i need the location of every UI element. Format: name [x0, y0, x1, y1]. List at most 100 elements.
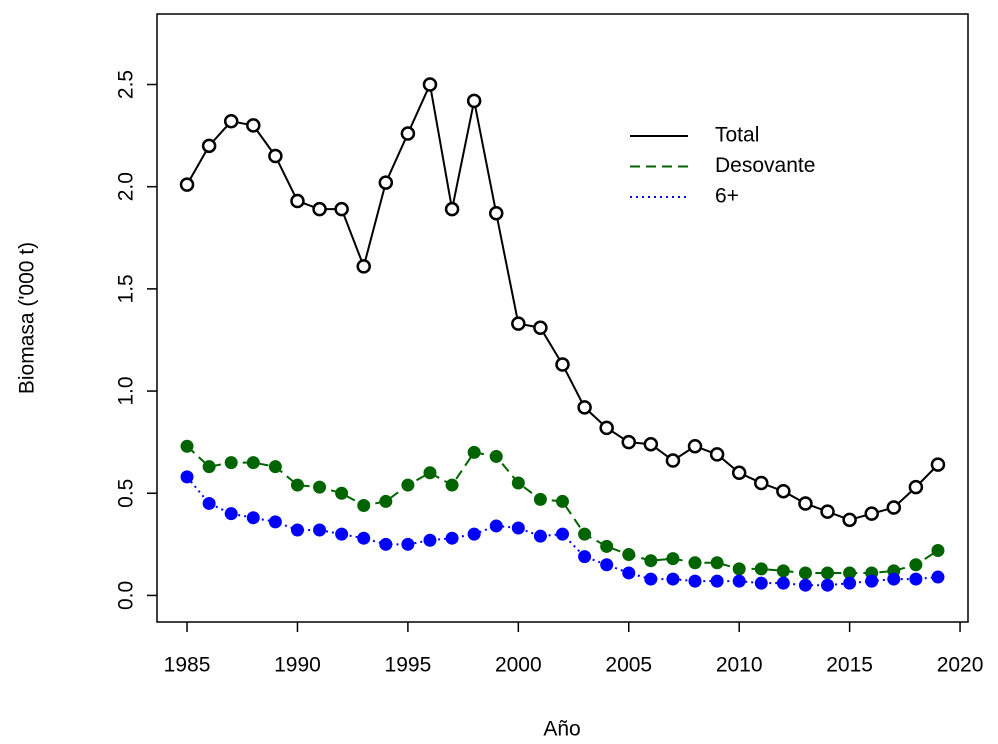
data-point	[444, 201, 460, 217]
data-point	[821, 566, 835, 580]
legend-label: 6+	[715, 185, 739, 208]
data-point	[357, 531, 371, 545]
data-point	[290, 478, 304, 492]
data-point	[533, 320, 548, 335]
x-tick-label: 2020	[937, 654, 984, 677]
y-tick-label: 2.0	[115, 172, 138, 201]
data-point	[224, 507, 238, 521]
data-point	[488, 206, 504, 221]
data-point	[688, 556, 702, 570]
data-point	[334, 201, 349, 217]
data-point	[379, 494, 393, 508]
data-point	[622, 566, 636, 580]
data-point	[223, 114, 239, 129]
data-point	[644, 572, 658, 586]
data-point	[798, 566, 812, 580]
data-point	[732, 562, 746, 576]
y-tick-label: 0.5	[115, 479, 138, 508]
data-point	[400, 126, 416, 141]
series-line	[186, 81, 939, 521]
data-point	[335, 486, 349, 500]
data-point	[423, 466, 437, 480]
data-point	[401, 478, 415, 492]
data-point	[356, 259, 371, 274]
data-point	[556, 527, 569, 541]
data-point	[246, 456, 260, 470]
data-point	[600, 558, 614, 572]
data-point	[445, 531, 459, 545]
data-point	[379, 537, 393, 551]
data-point	[687, 438, 703, 454]
data-point	[202, 496, 216, 510]
x-tick-label: 2015	[826, 654, 873, 677]
x-axis-label: Año	[543, 718, 580, 741]
y-tick-label: 1.0	[115, 376, 138, 405]
data-point	[246, 511, 260, 525]
legend-label: Total	[715, 124, 759, 147]
data-point	[511, 521, 525, 535]
data-point	[666, 552, 680, 566]
legend-label: Desovante	[715, 154, 815, 177]
data-point	[754, 576, 768, 590]
data-point	[378, 175, 394, 190]
data-point	[268, 148, 283, 164]
plot-box	[156, 13, 969, 623]
data-point	[754, 562, 768, 576]
x-tick-label: 1985	[164, 654, 211, 677]
data-point	[246, 118, 261, 133]
data-point	[445, 478, 459, 492]
data-point	[489, 519, 503, 533]
y-tick-label: 0.0	[115, 581, 138, 610]
data-point	[908, 479, 924, 495]
data-point	[798, 578, 812, 592]
data-point	[931, 570, 945, 584]
data-point	[665, 453, 681, 468]
data-point	[555, 357, 570, 372]
data-point	[335, 527, 349, 541]
data-point	[422, 77, 438, 92]
data-point	[180, 439, 194, 453]
data-point	[843, 576, 857, 590]
x-tick-label: 1990	[274, 654, 321, 677]
x-tick-label: 2000	[495, 654, 542, 677]
data-point	[600, 539, 614, 553]
data-point	[578, 550, 592, 564]
y-axis-label: Biomasa ('000 t)	[16, 242, 39, 394]
data-point	[290, 523, 304, 537]
data-point	[821, 578, 835, 592]
data-point	[842, 512, 857, 528]
y-tick-label: 2.5	[115, 70, 138, 99]
data-point	[776, 564, 790, 578]
data-point	[224, 456, 238, 470]
data-point	[556, 494, 569, 508]
data-point	[312, 201, 327, 217]
x-tick-label: 2005	[605, 654, 652, 677]
data-point	[622, 548, 636, 562]
data-point	[776, 576, 790, 590]
data-point	[201, 138, 217, 154]
data-point	[864, 506, 879, 521]
data-point	[511, 316, 526, 331]
data-point	[887, 572, 901, 586]
data-point	[776, 483, 791, 499]
data-point	[865, 574, 879, 588]
data-point	[731, 465, 747, 481]
data-point	[467, 445, 481, 459]
data-point	[290, 193, 305, 209]
data-point	[533, 492, 547, 506]
x-tick-label: 1995	[385, 654, 432, 677]
data-point	[467, 527, 481, 541]
data-point	[202, 460, 216, 474]
data-point	[709, 447, 725, 462]
data-point	[401, 537, 415, 551]
data-point	[930, 457, 946, 472]
data-point	[909, 572, 923, 586]
data-point	[886, 500, 902, 515]
data-point	[180, 470, 194, 484]
data-point	[511, 476, 525, 490]
data-point	[423, 533, 437, 547]
data-point	[599, 420, 614, 436]
data-point	[577, 400, 592, 415]
data-point	[931, 543, 945, 557]
